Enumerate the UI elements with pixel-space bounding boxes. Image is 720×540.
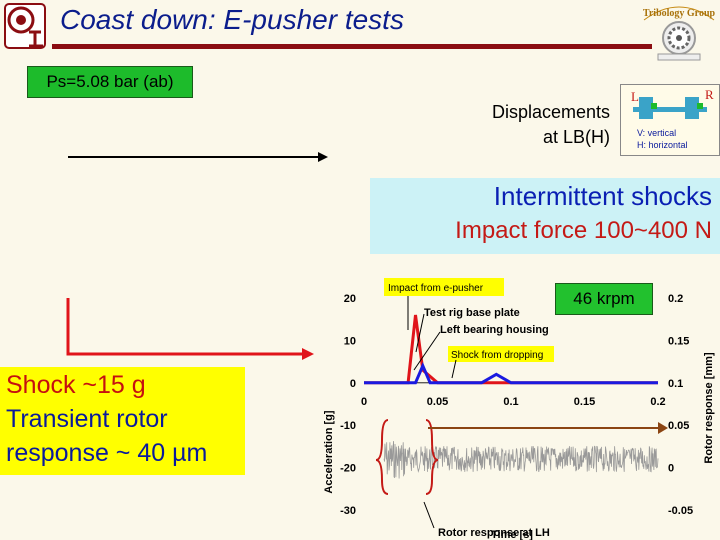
sensor-h-label: H: horizontal: [637, 140, 688, 150]
sensor-right-label: R: [705, 87, 714, 102]
shock-callout-band: [370, 178, 720, 254]
y-right-tick: 0.05: [668, 420, 689, 432]
y-left-tick: 10: [344, 335, 356, 347]
displacement-line2: at LB(H): [542, 127, 610, 147]
x-tick: 0: [361, 396, 367, 408]
series-line-1: [364, 361, 658, 385]
x-axis-label: Time [s]: [491, 529, 533, 540]
y-right-label: Rotor response [mm]: [703, 352, 715, 464]
sensor-left-label: L: [631, 89, 639, 104]
y-left-label: Acceleration [g]: [323, 410, 335, 493]
page-title: Coast down: E-pusher tests: [60, 4, 404, 35]
annotation-dropping-box: [448, 346, 554, 362]
annotation-dropping: Shock from dropping: [451, 350, 543, 361]
shock-callout-force: Impact force 100~400 N: [455, 217, 712, 244]
displacement-arrow: [68, 152, 328, 162]
tribology-group-logo: Tribology Group: [643, 6, 716, 61]
shock-summary-line1: Shock ~15 g: [6, 371, 146, 399]
annotation-base-plate: Test rig base plate: [424, 307, 520, 319]
pressure-badge: Ps=5.08 bar (ab): [27, 66, 193, 98]
y-left-tick: -10: [340, 420, 356, 432]
rotor-response-line: [383, 441, 659, 479]
y-left-tick: 0: [350, 378, 356, 390]
speed-badge: 46 krpm: [555, 283, 653, 315]
displacement-line1: Displacements: [491, 102, 610, 122]
x-tick: 0.15: [574, 396, 595, 408]
y-right-tick: 0.1: [668, 378, 683, 390]
x-tick: 0.2: [650, 396, 665, 408]
shock-callout-title: Intermittent shocks: [493, 181, 712, 211]
sensor-layout-diagram: L R V: vertical H: horizontal: [620, 84, 720, 156]
y-right-tick: 0.2: [668, 293, 683, 305]
y-right-tick: 0.15: [668, 335, 689, 347]
y-left-tick: -30: [340, 505, 356, 517]
shock-summary-box: [0, 367, 245, 475]
lab-logo: [4, 3, 46, 49]
title-rule: [52, 44, 652, 49]
y-right-tick: 0: [668, 463, 674, 475]
logo-text: Tribology Group: [643, 8, 716, 19]
annotation-impact: Impact from e-pusher: [388, 283, 484, 294]
shock-pointer-arrow: [66, 298, 314, 360]
y-right-tick: -0.05: [668, 505, 693, 517]
y-left-tick: -20: [340, 463, 356, 475]
annotation-impact-box: [384, 278, 504, 296]
y-left-tick: 20: [344, 293, 356, 305]
x-tick: 0.05: [427, 396, 448, 408]
sensor-v-label: V: vertical: [637, 128, 676, 138]
x-tick: 0.1: [503, 396, 518, 408]
displacement-label: Displacements at LB(H): [440, 100, 610, 150]
shock-summary-line2: Transient rotor: [6, 405, 168, 433]
annotation-bearing-housing: Left bearing housing: [440, 324, 549, 336]
shock-summary-line3: response ~ 40 µm: [6, 439, 208, 467]
annotation-rotor-response: Rotor response at LH: [438, 527, 550, 539]
